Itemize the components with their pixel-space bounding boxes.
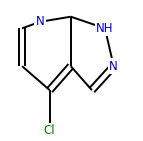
Text: NH: NH bbox=[96, 22, 114, 35]
Text: N: N bbox=[36, 15, 45, 28]
Text: N: N bbox=[109, 60, 118, 73]
Text: Cl: Cl bbox=[44, 124, 55, 137]
